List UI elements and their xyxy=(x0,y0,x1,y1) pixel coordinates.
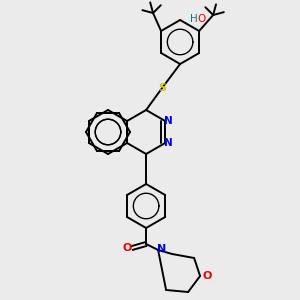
Text: N: N xyxy=(164,138,172,148)
Text: O: O xyxy=(122,243,132,253)
Text: N: N xyxy=(164,116,172,126)
Text: O: O xyxy=(202,271,212,281)
Text: O: O xyxy=(197,14,205,24)
Text: S: S xyxy=(158,83,166,93)
Text: H: H xyxy=(190,14,198,24)
Text: N: N xyxy=(158,244,167,254)
